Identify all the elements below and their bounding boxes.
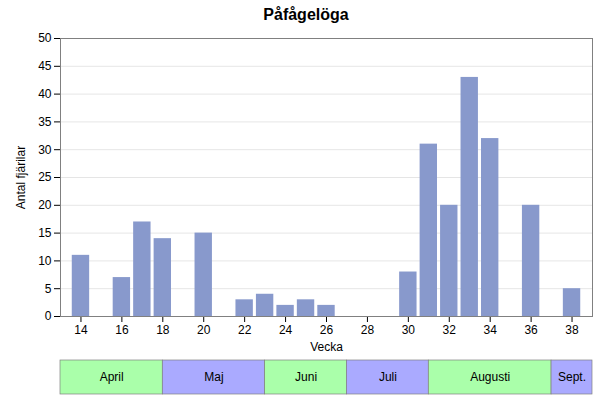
- svg-text:40: 40: [38, 87, 52, 101]
- svg-text:Augusti: Augusti: [470, 370, 510, 384]
- svg-text:30: 30: [38, 143, 52, 157]
- svg-text:April: April: [100, 370, 124, 384]
- svg-text:20: 20: [197, 323, 211, 337]
- svg-text:18: 18: [156, 323, 170, 337]
- svg-text:16: 16: [115, 323, 129, 337]
- html-text:Påfågelöga: Påfågelöga: [263, 6, 349, 23]
- svg-text:38: 38: [565, 323, 579, 337]
- svg-text:0: 0: [45, 309, 52, 323]
- svg-text:22: 22: [238, 323, 252, 337]
- svg-text:Sept.: Sept.: [558, 370, 586, 384]
- svg-text:Juli: Juli: [379, 370, 397, 384]
- svg-text:Juni: Juni: [295, 370, 317, 384]
- svg-text:14: 14: [74, 323, 88, 337]
- svg-text:45: 45: [38, 59, 52, 73]
- svg-text:5: 5: [45, 282, 52, 296]
- svg-text:Antal fjärilar: Antal fjärilar: [14, 146, 28, 209]
- svg-text:Maj: Maj: [204, 370, 223, 384]
- svg-text:35: 35: [38, 115, 52, 129]
- svg-text:10: 10: [38, 254, 52, 268]
- svg-text:26: 26: [320, 323, 334, 337]
- svg-text:Vecka: Vecka: [310, 340, 343, 354]
- svg-text:20: 20: [38, 198, 52, 212]
- svg-text:28: 28: [361, 323, 375, 337]
- svg-text:50: 50: [38, 31, 52, 45]
- svg-text:30: 30: [402, 323, 416, 337]
- svg-text:25: 25: [38, 170, 52, 184]
- svg-text:32: 32: [443, 323, 457, 337]
- svg-text:36: 36: [524, 323, 538, 337]
- svg-text:24: 24: [279, 323, 293, 337]
- svg-text:34: 34: [484, 323, 498, 337]
- svg-text:15: 15: [38, 226, 52, 240]
